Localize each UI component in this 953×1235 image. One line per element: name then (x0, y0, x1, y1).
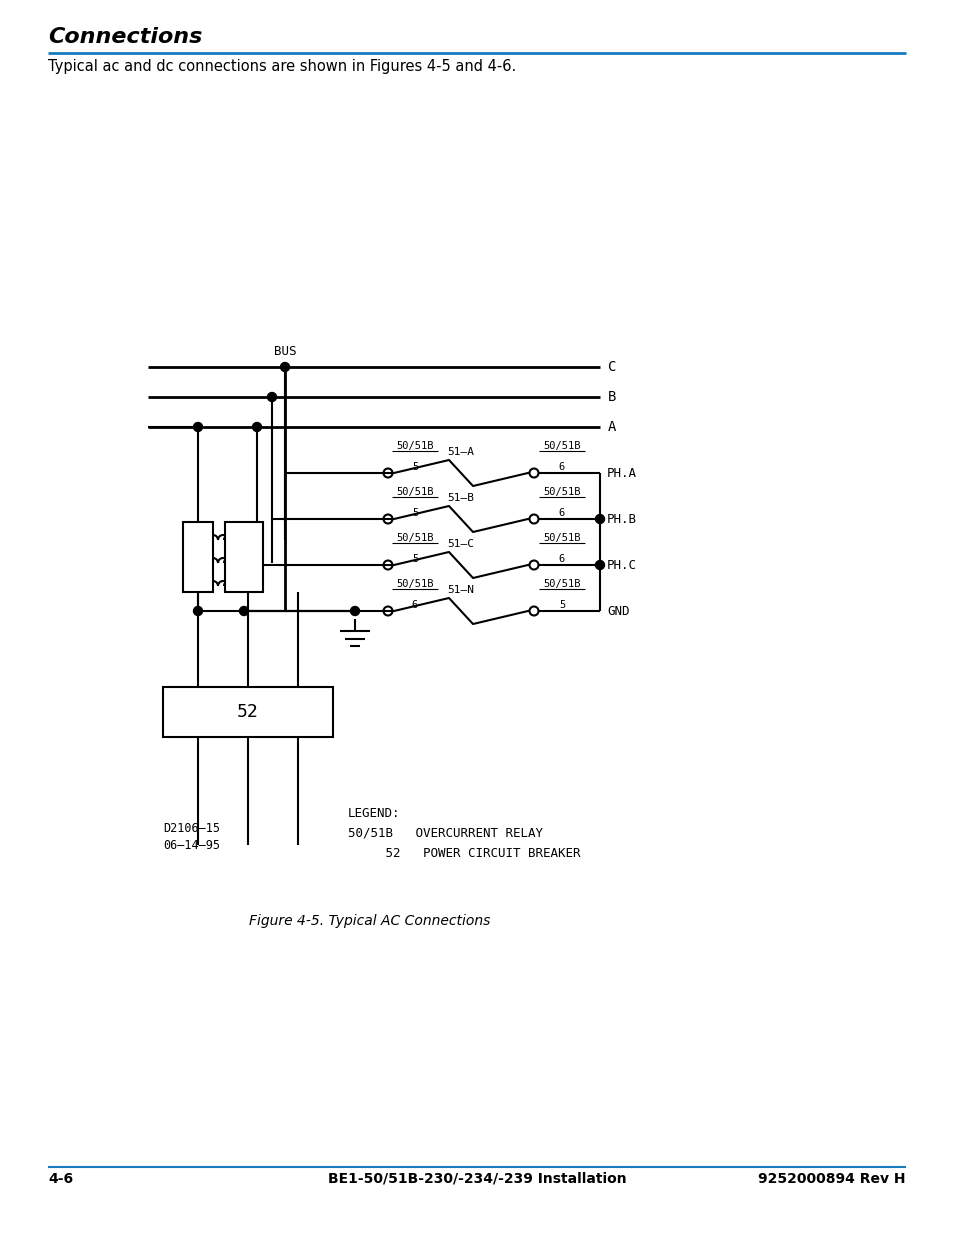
Text: BE1-50/51B-230/-234/-239 Installation: BE1-50/51B-230/-234/-239 Installation (327, 1172, 626, 1186)
Text: 50/51B: 50/51B (395, 534, 434, 543)
Text: 50/51B: 50/51B (542, 534, 580, 543)
Bar (163, 687, 333, 737)
Circle shape (193, 606, 202, 615)
Text: 51–B: 51–B (447, 493, 474, 503)
Circle shape (595, 515, 604, 524)
Text: Figure 4-5. Typical AC Connections: Figure 4-5. Typical AC Connections (249, 914, 490, 927)
Circle shape (253, 422, 261, 431)
Text: 50/51B: 50/51B (542, 487, 580, 496)
Text: PH.C: PH.C (606, 558, 637, 572)
Text: 50/51B: 50/51B (542, 441, 580, 451)
Text: 50/51B   OVERCURRENT RELAY: 50/51B OVERCURRENT RELAY (348, 827, 542, 840)
Text: 51–N: 51–N (447, 585, 474, 595)
Text: PH.A: PH.A (606, 467, 637, 479)
Circle shape (350, 606, 359, 615)
Circle shape (267, 393, 276, 401)
Text: GND: GND (606, 604, 629, 618)
Text: 6: 6 (558, 462, 564, 472)
Text: Typical ac and dc connections are shown in Figures 4-5 and 4-6.: Typical ac and dc connections are shown … (48, 59, 516, 74)
Circle shape (280, 363, 289, 372)
Circle shape (193, 422, 202, 431)
Text: 6: 6 (412, 600, 417, 610)
Text: LEGEND:: LEGEND: (348, 806, 400, 820)
Text: B: B (607, 390, 616, 404)
Text: 50/51B: 50/51B (542, 579, 580, 589)
Text: 5: 5 (412, 555, 417, 564)
Text: 51–A: 51–A (447, 447, 474, 457)
Text: 06–14–95: 06–14–95 (163, 839, 220, 852)
Text: BUS: BUS (274, 345, 296, 358)
Text: 6: 6 (558, 555, 564, 564)
Text: 50/51B: 50/51B (395, 487, 434, 496)
Text: 51–C: 51–C (447, 538, 474, 550)
Text: PH.B: PH.B (606, 513, 637, 526)
Text: D2106–15: D2106–15 (163, 823, 220, 835)
Text: 52: 52 (237, 703, 258, 721)
Text: 50/51B: 50/51B (395, 579, 434, 589)
Text: 5: 5 (412, 462, 417, 472)
Text: Connections: Connections (48, 27, 202, 47)
Text: 52   POWER CIRCUIT BREAKER: 52 POWER CIRCUIT BREAKER (348, 847, 579, 860)
Text: 50/51B: 50/51B (395, 441, 434, 451)
Text: 4-6: 4-6 (48, 1172, 73, 1186)
Text: 5: 5 (412, 508, 417, 517)
Bar (183, 522, 213, 592)
Bar (225, 522, 263, 592)
Circle shape (239, 606, 248, 615)
Circle shape (595, 561, 604, 569)
Text: A: A (607, 420, 616, 433)
Text: 6: 6 (558, 508, 564, 517)
Text: C: C (607, 359, 616, 374)
Text: 5: 5 (558, 600, 564, 610)
Text: 9252000894 Rev H: 9252000894 Rev H (758, 1172, 905, 1186)
